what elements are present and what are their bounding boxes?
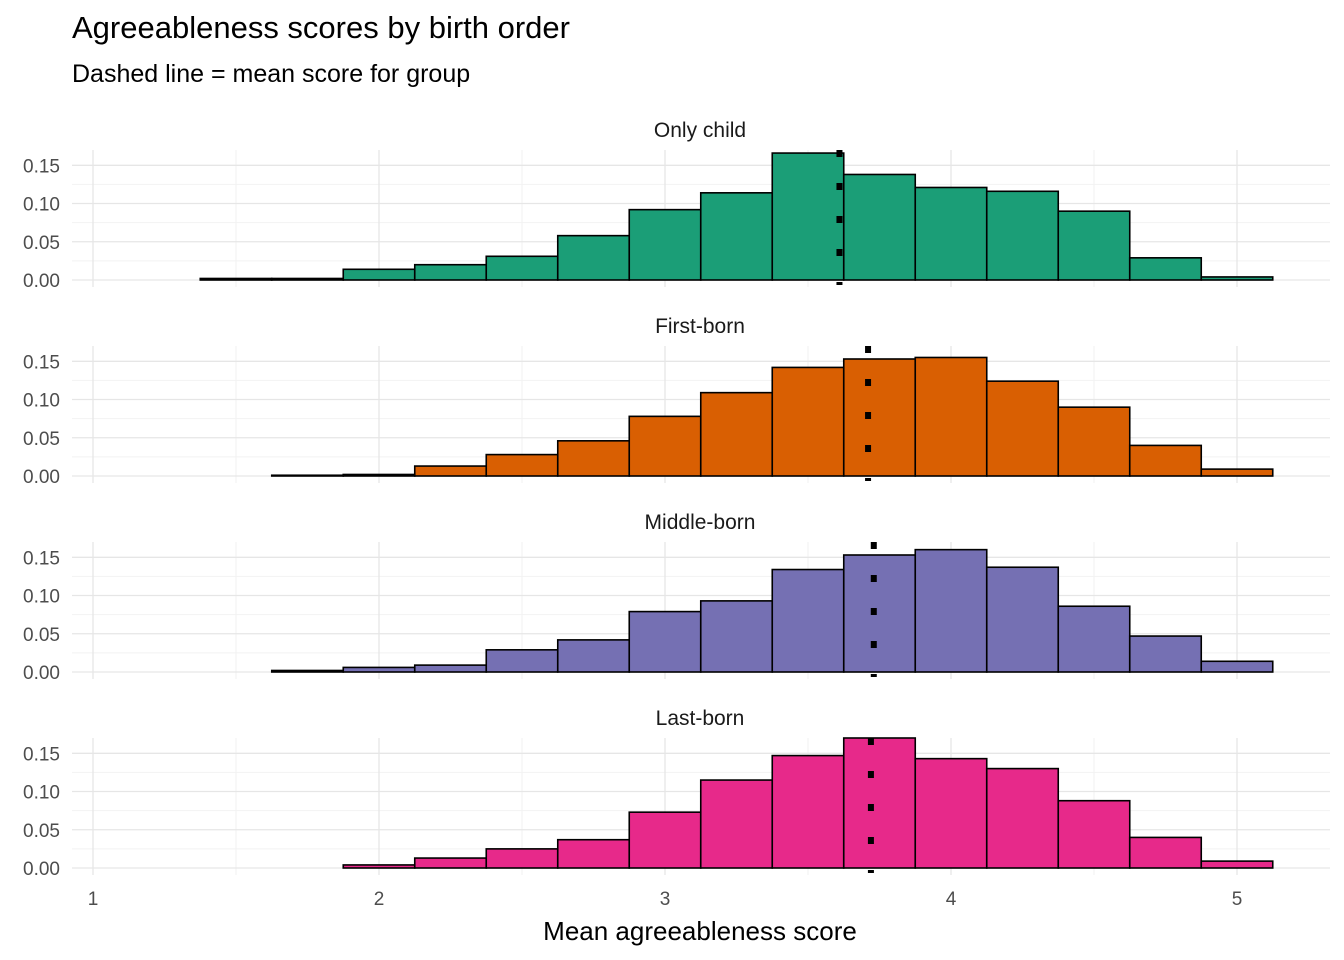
chart-panels: Only child 0.00 0.05 0.10 0.15 First-born 0.00… [23, 119, 1330, 880]
x-tick-label: 5 [1232, 889, 1243, 910]
histogram-bar [699, 779, 774, 869]
histogram-bar [556, 440, 631, 477]
y-tick-label: 0.15 [23, 548, 60, 569]
x-tick-label: 3 [660, 889, 671, 910]
histogram-bar [485, 848, 559, 869]
histogram-bar [1128, 444, 1203, 477]
histogram-bar [628, 208, 702, 281]
y-tick-label: 0.00 [23, 859, 60, 880]
facet-strip-label: Only child [654, 119, 746, 142]
facet-strip-label: Middle-born [645, 511, 756, 534]
facet-strip-label: Last-born [656, 707, 745, 730]
y-tick-label: 0.00 [23, 663, 60, 684]
histogram-bar [699, 391, 774, 477]
histogram-bar [771, 152, 845, 281]
histogram-bar [413, 664, 488, 673]
histogram-bar [1057, 210, 1131, 281]
histogram-bar [628, 415, 702, 477]
histogram-bar [842, 173, 917, 281]
histogram-bar [1200, 468, 1274, 477]
histogram-bar [413, 465, 488, 477]
y-tick-label: 0.10 [23, 391, 60, 412]
histogram-bar [485, 649, 559, 673]
histogram-bar [842, 358, 917, 477]
histogram-bar [985, 767, 1060, 869]
histogram-bar [413, 857, 488, 869]
chart-title: Agreeableness scores by birth order [72, 10, 570, 45]
histogram-bar [1128, 635, 1203, 673]
histogram-bar [771, 754, 845, 869]
histogram-bar [914, 186, 988, 281]
x-axis: 1 2 3 4 5 [88, 889, 1243, 910]
histogram-bar [1200, 660, 1274, 673]
y-tick-label: 0.15 [23, 744, 60, 765]
y-tick-label: 0.05 [23, 821, 60, 842]
histogram-bar [771, 568, 845, 673]
histogram-bar [699, 192, 774, 281]
histogram-bar [1057, 799, 1131, 869]
histogram-bar [914, 356, 988, 477]
histogram-bar [628, 610, 702, 673]
y-tick-label: 0.10 [23, 783, 60, 804]
y-tick-label: 0.10 [23, 587, 60, 608]
histogram-bar [556, 639, 631, 673]
histogram-bar [1200, 276, 1274, 281]
histogram-bar [771, 366, 845, 477]
y-tick-label: 0.10 [23, 195, 60, 216]
facet-panel: Middle-born 0.00 0.05 0.10 0.15 [23, 511, 1330, 684]
y-tick-label: 0.05 [23, 429, 60, 450]
histogram-bar [985, 566, 1060, 673]
histogram-bar [914, 548, 988, 673]
histogram-bar [914, 757, 988, 869]
y-tick-label: 0.00 [23, 271, 60, 292]
y-tick-label: 0.15 [23, 156, 60, 177]
histogram-bar [1057, 605, 1131, 673]
histogram-bar [699, 600, 774, 673]
histogram-bar [556, 838, 631, 869]
histogram-bar [1128, 836, 1203, 869]
histogram-bar [413, 263, 488, 281]
y-tick-label: 0.05 [23, 625, 60, 646]
histogram-bar [485, 453, 559, 477]
facet-strip-label: First-born [655, 315, 745, 338]
histogram-bar [270, 669, 345, 673]
histogram-bar [342, 666, 416, 673]
histogram-bar [842, 737, 917, 869]
histogram-bar [270, 474, 345, 477]
histogram-bar [342, 268, 416, 281]
x-axis-title: Mean agreeableness score [543, 916, 857, 946]
y-tick-label: 0.15 [23, 352, 60, 373]
histogram-bar [1200, 860, 1274, 869]
histogram-bar [1057, 406, 1131, 477]
chart-subtitle: Dashed line = mean score for group [72, 60, 471, 88]
histogram-bar [270, 277, 345, 281]
facet-panel: Only child 0.00 0.05 0.10 0.15 [23, 119, 1330, 292]
histogram-bar [342, 864, 416, 869]
facet-panel: First-born 0.00 0.05 0.10 0.15 [23, 315, 1330, 488]
histogram-bar [985, 380, 1060, 477]
histogram-bar [556, 234, 631, 281]
histogram-bar [1128, 257, 1203, 281]
histogram-bar [342, 473, 416, 477]
histogram-bar [628, 811, 702, 869]
y-tick-label: 0.05 [23, 233, 60, 254]
x-tick-label: 2 [374, 889, 385, 910]
y-tick-label: 0.00 [23, 467, 60, 488]
x-tick-label: 1 [88, 889, 99, 910]
histogram-bar [842, 554, 917, 673]
x-tick-label: 4 [946, 889, 957, 910]
facet-panel: Last-born 0.00 0.05 0.10 0.15 [23, 707, 1330, 880]
histogram-bar [985, 190, 1060, 281]
histogram-bar [485, 255, 559, 281]
histogram-bar [199, 277, 273, 281]
